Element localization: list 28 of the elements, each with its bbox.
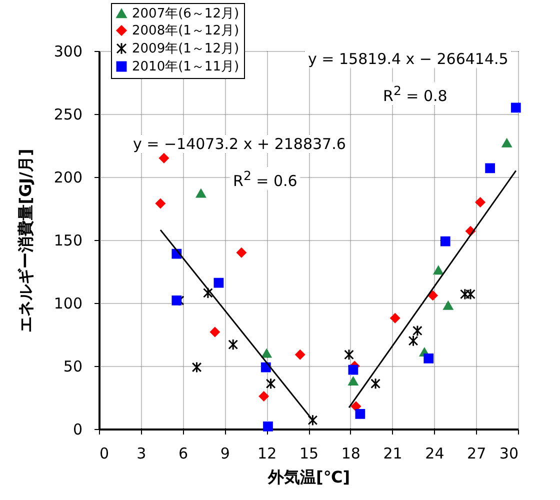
annotation: y = −14073.2 x + 218837.6 (130, 135, 349, 153)
x-tick-label: 18 (341, 444, 360, 462)
legend-label: 2010年(1～11月) (132, 60, 240, 74)
legend-label: 2009年(1～12月) (132, 42, 240, 56)
legend-label: 2008年(1～12月) (132, 24, 240, 38)
annotation: R$^{2}$ = 0.8 (380, 82, 450, 105)
y-tick-label: 100 (54, 294, 82, 312)
x-tick-label: 0 (100, 444, 110, 462)
x-tick-label: 9 (220, 444, 230, 462)
x-tick-label: 27 (467, 444, 486, 462)
legend-label: 2007年(6～12月) (132, 6, 240, 22)
x-tick-label: 6 (178, 444, 188, 462)
y-tick-label: 250 (54, 106, 82, 124)
y-tick-label: 200 (54, 168, 82, 186)
y-tick-label: 50 (63, 358, 82, 376)
x-tick-label: 15 (299, 444, 319, 462)
y-tick-label: 300 (54, 42, 82, 60)
x-tick-label: 24 (425, 444, 444, 462)
annotation: R$^{2}$ = 0.6 (230, 167, 300, 190)
y-axis-title: エネルギー消費量[GJ/月] (16, 148, 35, 332)
x-tick-label: 21 (383, 444, 402, 462)
x-tick-label: 3 (136, 444, 146, 462)
x-tick-label: 30 (499, 444, 518, 462)
x-axis-title: 外気温[℃] (267, 468, 350, 486)
y-tick-label: 150 (54, 232, 82, 250)
annotation: y = 15819.4 x − 266414.5 (305, 50, 512, 68)
y-tick-label: 0 (72, 420, 82, 438)
x-tick-label: 12 (258, 444, 277, 462)
